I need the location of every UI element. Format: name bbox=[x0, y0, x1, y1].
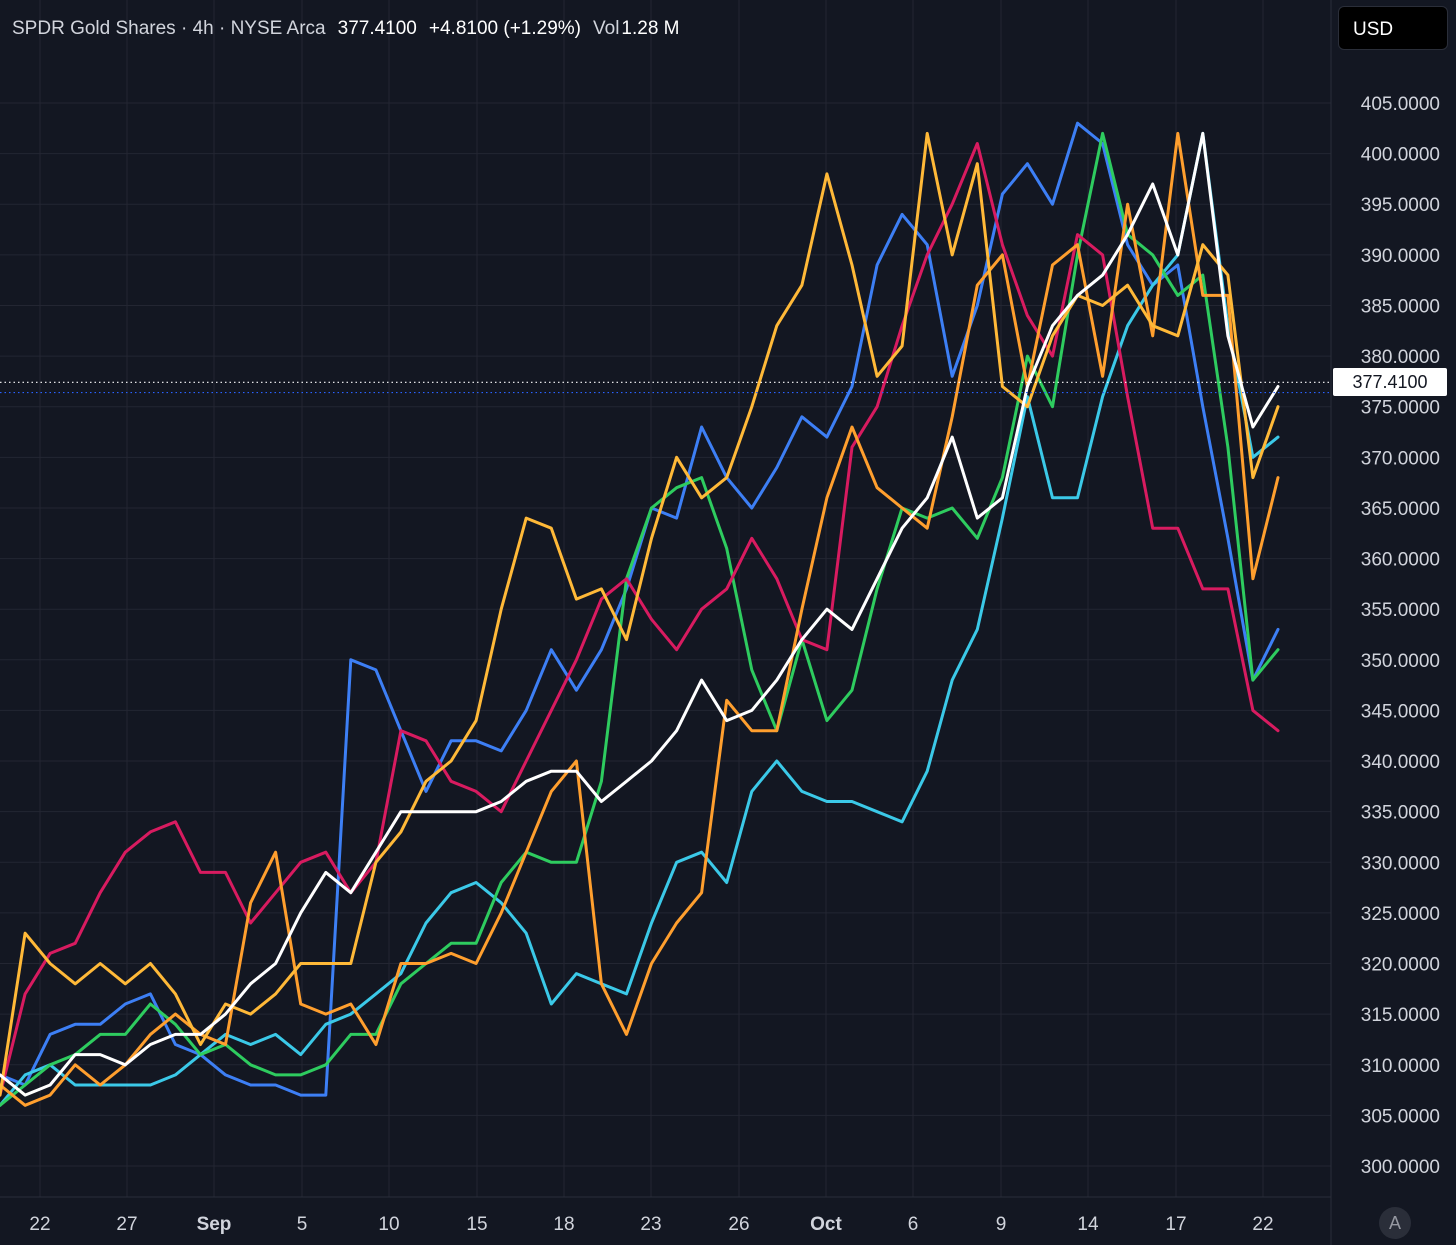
price-tick-label: 380.0000 bbox=[1361, 347, 1440, 368]
series-line bbox=[0, 131, 1280, 1107]
time-tick-label: 10 bbox=[378, 1214, 399, 1235]
price-tick-label: 395.0000 bbox=[1361, 195, 1440, 216]
price-tick-label: 370.0000 bbox=[1361, 448, 1440, 469]
legend-volume-value: 1.28 M bbox=[621, 18, 680, 39]
series-line bbox=[0, 131, 1280, 1107]
series-line bbox=[0, 131, 1280, 1097]
series-line bbox=[0, 121, 1280, 1097]
time-tick-label: 5 bbox=[297, 1214, 308, 1235]
price-tick-label: 355.0000 bbox=[1361, 600, 1440, 621]
time-tick-label: 14 bbox=[1077, 1214, 1099, 1235]
time-tick-label: 9 bbox=[996, 1214, 1007, 1235]
price-tick-label: 330.0000 bbox=[1361, 853, 1440, 874]
price-tick-label: 320.0000 bbox=[1361, 955, 1440, 976]
time-tick-label: Sep bbox=[197, 1214, 232, 1235]
last-price-label: 377.4100 bbox=[1333, 368, 1447, 396]
time-tick-label: 17 bbox=[1165, 1214, 1186, 1235]
price-tick-label: 305.0000 bbox=[1361, 1106, 1440, 1127]
price-tick-label: 340.0000 bbox=[1361, 752, 1440, 773]
price-tick-label: 310.0000 bbox=[1361, 1056, 1440, 1077]
price-tick-label: 350.0000 bbox=[1361, 651, 1440, 672]
legend-volume-label: Vol bbox=[593, 18, 620, 39]
price-tick-label: 300.0000 bbox=[1361, 1157, 1440, 1178]
price-axis[interactable]: 300.0000 305.0000 310.0000 315.0000 320.0000… bbox=[1361, 94, 1440, 1178]
time-axis[interactable]: 22 27 Sep 5 10 15 18 23 26 Oct 6 9 14 17 22 bbox=[29, 1214, 1273, 1235]
price-tick-label: 325.0000 bbox=[1361, 904, 1440, 925]
price-tick-label: 345.0000 bbox=[1361, 701, 1440, 722]
price-tick-label: 390.0000 bbox=[1361, 246, 1440, 267]
symbol-title[interactable]: SPDR Gold Shares · 4h · NYSE Arca bbox=[12, 18, 326, 39]
time-tick-label: 15 bbox=[466, 1214, 487, 1235]
time-tick-label: 23 bbox=[640, 1214, 661, 1235]
price-tick-label: 375.0000 bbox=[1361, 398, 1440, 419]
series-line bbox=[0, 142, 1280, 1097]
price-lines bbox=[0, 381, 1331, 394]
time-tick-label: Oct bbox=[810, 1214, 842, 1235]
time-tick-label: 22 bbox=[29, 1214, 50, 1235]
time-tick-label: 27 bbox=[116, 1214, 137, 1235]
time-tick-label: 6 bbox=[908, 1214, 919, 1235]
auto-scale-button[interactable]: A bbox=[1379, 1207, 1411, 1239]
time-tick-label: 26 bbox=[728, 1214, 749, 1235]
time-tick-label: 18 bbox=[553, 1214, 574, 1235]
price-tick-label: 385.0000 bbox=[1361, 296, 1440, 317]
price-tick-label: 365.0000 bbox=[1361, 499, 1440, 520]
legend-last-price: 377.4100 bbox=[337, 18, 417, 39]
price-tick-label: 405.0000 bbox=[1361, 94, 1440, 115]
series-line bbox=[0, 131, 1280, 1097]
price-tick-label: 315.0000 bbox=[1361, 1005, 1440, 1026]
price-tick-label: 335.0000 bbox=[1361, 803, 1440, 824]
time-tick-label: 22 bbox=[1252, 1214, 1273, 1235]
price-tick-label: 360.0000 bbox=[1361, 550, 1440, 571]
series-layer bbox=[0, 121, 1280, 1107]
legend-change: +4.8100 (+1.29%) bbox=[428, 18, 581, 39]
price-tick-label: 400.0000 bbox=[1361, 145, 1440, 166]
currency-button[interactable]: USD bbox=[1338, 6, 1448, 50]
series-line bbox=[0, 131, 1280, 1107]
symbol-legend: SPDR Gold Shares · 4h · NYSE Arca 377.41… bbox=[12, 18, 680, 40]
grid bbox=[0, 0, 1331, 1197]
